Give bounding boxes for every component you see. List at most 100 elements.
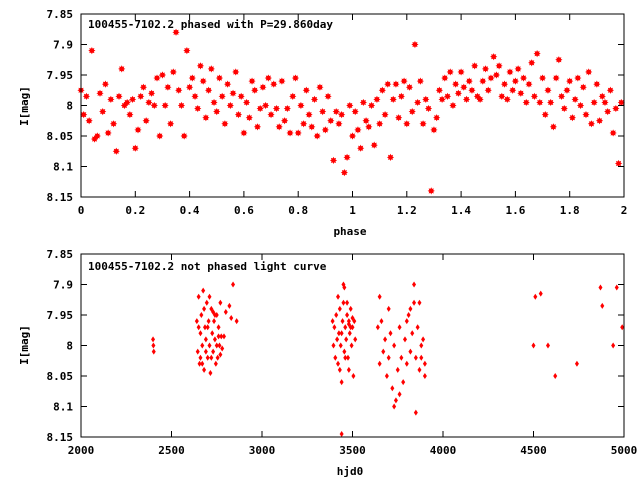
phased-data-points	[77, 28, 625, 195]
phased-data-point	[123, 98, 131, 107]
unphased-data-point	[419, 354, 424, 361]
unphased-data-point	[337, 366, 342, 373]
phased-data-point	[346, 101, 354, 110]
unphased-data-point	[330, 318, 335, 325]
unphased-data-point	[209, 354, 214, 361]
phased-y-tick-label: 8.15	[47, 191, 74, 204]
phased-data-point	[544, 86, 552, 94]
phased-data-point	[205, 86, 213, 94]
unphased-data-point	[545, 342, 550, 349]
unphased-data-point	[202, 366, 207, 373]
phased-data-point	[582, 111, 590, 119]
unphased-data-point	[353, 336, 358, 343]
unphased-data-point	[598, 284, 603, 291]
unphased-data-point	[202, 305, 207, 312]
phased-data-point	[433, 114, 441, 122]
phased-data-point	[335, 120, 343, 128]
unphased-y-tick-label: 7.85	[47, 248, 74, 261]
phased-data-point	[213, 108, 221, 116]
phased-data-point	[164, 83, 172, 91]
unphased-data-point	[375, 324, 380, 331]
phased-data-point	[386, 153, 395, 161]
unphased-data-point	[415, 324, 420, 331]
unphased-data-point	[406, 312, 411, 318]
phased-chart-title: 100455-7102.2 phased with P=29.860day	[88, 18, 333, 31]
unphased-data-point	[338, 342, 343, 349]
unphased-data-point	[351, 373, 356, 379]
phased-data-point	[188, 74, 196, 82]
phased-data-point	[563, 86, 571, 94]
phased-data-point	[99, 108, 107, 116]
phased-data-point	[338, 111, 346, 119]
phased-data-point	[267, 111, 275, 119]
unphased-data-point	[218, 351, 223, 358]
unphased-data-point	[395, 366, 400, 373]
phased-x-tick-label: 0.6	[234, 204, 254, 217]
phased-data-point	[424, 104, 433, 113]
unphased-data-point	[386, 354, 391, 361]
phased-data-point	[82, 92, 91, 100]
unphased-y-tick-label: 7.95	[47, 309, 74, 322]
unphased-x-tick-label: 4500	[520, 444, 547, 457]
phased-y-tick-label: 7.9	[53, 39, 73, 52]
unphased-x-axis-label: hjd0	[337, 465, 364, 478]
unphased-data-point	[397, 324, 402, 331]
unphased-data-point	[348, 305, 353, 312]
phased-data-point	[370, 141, 378, 149]
phased-data-point	[253, 123, 262, 131]
unphased-y-tick-label: 7.9	[53, 279, 73, 292]
unphased-data-point	[408, 305, 413, 312]
unphased-data-point	[198, 330, 203, 337]
unphased-data-point	[417, 366, 422, 373]
unphased-data-point	[221, 333, 226, 340]
phased-data-point	[186, 83, 194, 91]
phased-x-tick-label: 0.4	[180, 204, 200, 217]
phased-y-tick-label: 7.85	[47, 8, 74, 21]
phased-data-point	[587, 120, 596, 128]
phased-data-point	[109, 120, 118, 128]
phased-data-point	[590, 98, 598, 107]
unphased-data-point	[203, 336, 208, 343]
phased-data-point	[85, 117, 93, 125]
phased-data-point	[262, 101, 270, 110]
phased-data-point	[389, 95, 397, 103]
unphased-data-point	[346, 366, 351, 373]
phased-data-point	[503, 95, 511, 103]
unphased-data-point	[422, 360, 427, 367]
phased-data-point	[606, 86, 615, 94]
phased-data-point	[194, 104, 202, 113]
phased-data-point	[495, 62, 503, 70]
unphased-data-point	[196, 324, 201, 331]
phased-data-point	[210, 98, 218, 107]
unphased-y-tick-label: 8.05	[47, 370, 74, 383]
unphased-data-point	[231, 281, 236, 288]
phased-data-point	[175, 86, 183, 94]
phased-y-tick-label: 7.95	[47, 69, 74, 82]
phased-data-point	[248, 77, 256, 85]
phased-data-point	[500, 80, 509, 88]
unphased-y-axis-label: I[mag]	[18, 325, 31, 365]
phased-data-point	[479, 77, 487, 85]
phased-data-point	[202, 114, 210, 122]
phased-data-point	[517, 89, 525, 97]
phased-data-point	[218, 92, 226, 100]
unphased-data-point	[339, 430, 344, 437]
unphased-data-point	[200, 342, 205, 349]
phased-data-point	[324, 92, 332, 100]
unphased-data-point	[377, 360, 382, 367]
phased-data-point	[419, 120, 427, 128]
phased-x-tick-label: 0.8	[288, 204, 308, 217]
unphased-data-point	[343, 324, 348, 331]
phased-data-point	[118, 65, 126, 73]
unphased-data-point	[197, 360, 202, 367]
phased-data-point	[215, 74, 224, 82]
unphased-data-point	[421, 336, 426, 343]
unphased-data-point	[205, 354, 210, 361]
phased-data-point	[509, 86, 517, 94]
phased-data-point	[180, 132, 188, 140]
phased-data-point	[80, 111, 88, 119]
phased-y-tick-label: 8	[66, 100, 73, 113]
unphased-data-point	[215, 354, 220, 361]
unphased-data-point	[392, 342, 397, 349]
phased-data-point	[289, 92, 297, 100]
